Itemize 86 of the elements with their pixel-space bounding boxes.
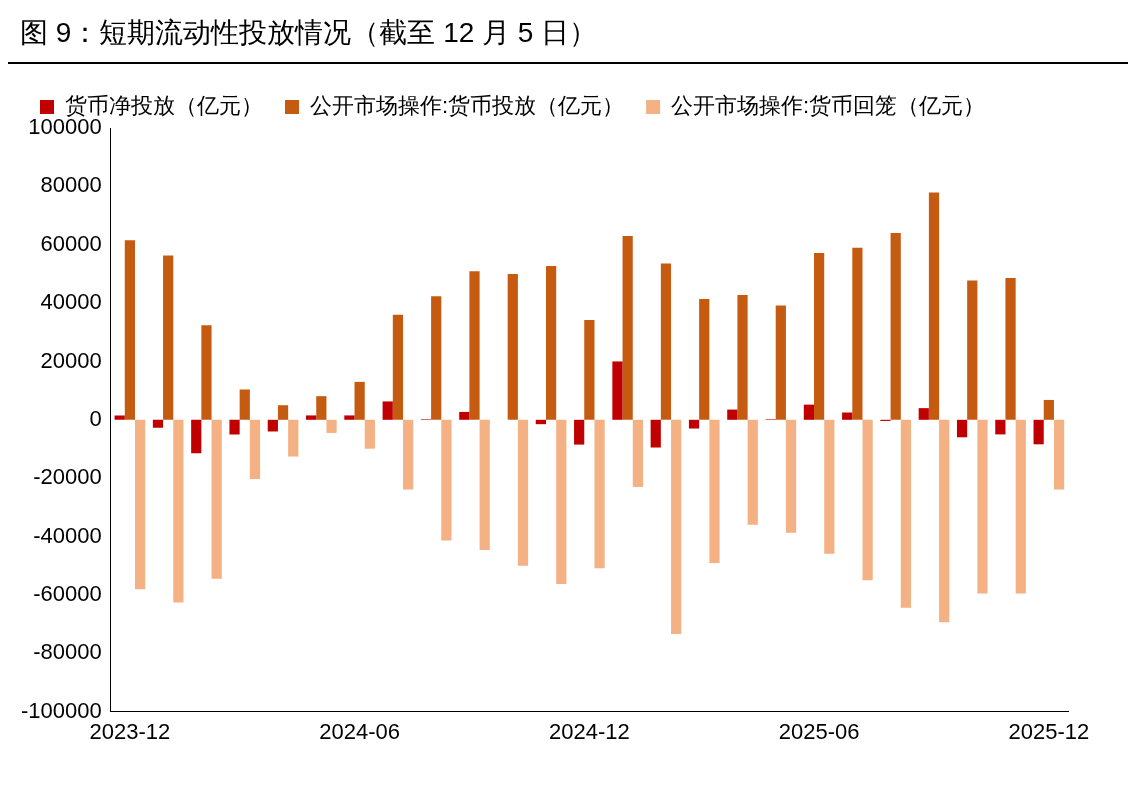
bar xyxy=(584,320,595,420)
bar xyxy=(239,389,250,420)
bar xyxy=(316,396,327,420)
bar xyxy=(288,419,299,457)
bar xyxy=(1005,277,1016,420)
bar xyxy=(737,294,748,420)
bar xyxy=(249,419,261,480)
bar xyxy=(594,419,605,569)
bar xyxy=(852,247,863,420)
bar xyxy=(306,415,317,420)
bar xyxy=(977,419,988,594)
bar xyxy=(431,296,442,420)
bar xyxy=(507,273,518,420)
bar xyxy=(152,419,164,428)
bar xyxy=(862,419,873,581)
bar xyxy=(211,419,222,579)
legend-label: 公开市场操作:货币回笼（亿元） xyxy=(671,93,986,119)
bar xyxy=(803,404,815,420)
bar xyxy=(699,299,710,420)
y-tick-label: -20000 xyxy=(33,464,102,490)
bar xyxy=(364,419,375,449)
x-tick-label: 2024-12 xyxy=(548,718,630,744)
y-tick-label: -80000 xyxy=(33,639,102,665)
bar xyxy=(479,419,490,550)
bar xyxy=(747,419,758,525)
y-tick-label: 40000 xyxy=(40,289,102,315)
bar xyxy=(785,419,797,533)
bar xyxy=(163,255,174,420)
y-tick-label: -40000 xyxy=(33,522,102,548)
bar xyxy=(459,411,470,420)
bar xyxy=(612,361,623,420)
bar xyxy=(382,401,393,420)
bar xyxy=(1015,419,1026,594)
x-tick-label: 2025-12 xyxy=(1008,718,1090,744)
x-tick-label: 2024-06 xyxy=(319,718,400,744)
bar xyxy=(403,419,414,490)
bar xyxy=(900,419,912,608)
bar xyxy=(277,405,289,420)
y-tick-label: 0 xyxy=(89,405,102,431)
bar xyxy=(632,419,643,487)
bar xyxy=(201,325,212,420)
bar xyxy=(441,419,452,541)
bar xyxy=(124,240,135,420)
bar xyxy=(956,419,968,438)
bar xyxy=(660,263,672,420)
bar xyxy=(134,419,146,590)
bar xyxy=(354,381,365,420)
x-tick-label: 2025-06 xyxy=(778,718,860,744)
bar xyxy=(928,192,940,420)
y-tick-label: 80000 xyxy=(40,172,102,198)
bar xyxy=(727,409,738,420)
y-tick-label: 60000 xyxy=(40,230,102,256)
bar xyxy=(842,412,853,420)
bar xyxy=(344,415,355,420)
bar xyxy=(995,419,1006,435)
bar xyxy=(824,419,835,554)
bar xyxy=(545,266,557,420)
bar xyxy=(191,419,202,454)
bar xyxy=(775,305,786,420)
bar xyxy=(709,419,720,564)
bar xyxy=(229,419,240,435)
bar xyxy=(517,419,529,566)
chart-title: 图 9：短期流动性投放情况（截至 12 月 5 日） xyxy=(8,8,1128,64)
bar xyxy=(967,280,978,420)
bar xyxy=(574,419,585,445)
bar xyxy=(1053,419,1065,490)
bar xyxy=(469,271,480,420)
bar xyxy=(622,235,633,420)
bar xyxy=(114,415,125,420)
bar xyxy=(671,419,682,634)
bar xyxy=(890,233,901,420)
bar xyxy=(556,419,567,585)
bar xyxy=(1043,399,1054,420)
bar xyxy=(688,419,700,429)
bar xyxy=(392,314,404,420)
bar xyxy=(814,252,825,420)
legend-label: 公开市场操作:货币投放（亿元） xyxy=(310,93,625,119)
bar xyxy=(650,419,661,448)
bar xyxy=(326,419,337,433)
bar xyxy=(939,419,950,623)
y-tick-label: 20000 xyxy=(40,347,102,373)
bar xyxy=(918,408,929,420)
bar xyxy=(1033,419,1044,445)
bar xyxy=(173,419,184,603)
bar xyxy=(267,419,278,432)
y-tick-label: -60000 xyxy=(33,580,102,606)
